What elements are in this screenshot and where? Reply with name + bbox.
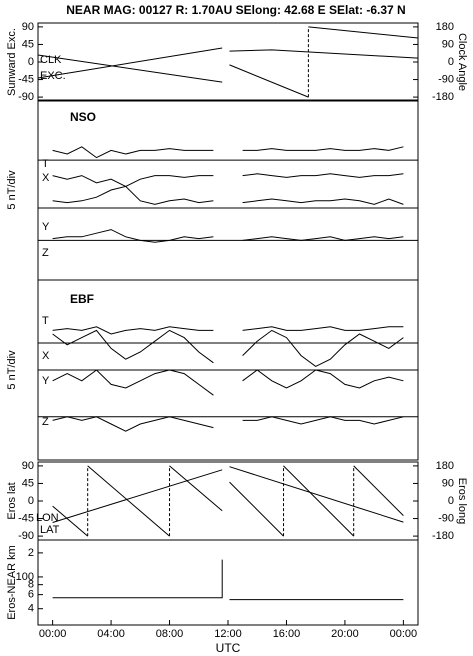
y-tick-label: -45 [18,512,34,524]
trace [169,465,223,512]
trace [52,559,223,599]
y2-tick-label: -180 [432,91,454,103]
trace [229,64,309,98]
trace [52,469,223,523]
trace [229,49,419,59]
x-tick-label: 12:00 [214,628,242,640]
trace [37,54,223,83]
trace [283,465,355,537]
series-label: Z [42,247,49,259]
trace [52,416,214,432]
y-tick-label: 2 [28,547,34,559]
y-axis-label: 5 nT/div [6,170,18,210]
y-tick-label: 0 [28,56,34,68]
trace [308,26,419,39]
trace [242,326,404,331]
trace [353,465,404,516]
y-tick-label: 45 [22,38,34,50]
trace [229,481,284,537]
trace [229,466,404,523]
panel-label: EBF [70,292,94,306]
panel-frame [37,99,419,281]
trace [52,229,214,243]
series-label: X [42,350,50,362]
series-label: Z [42,416,49,428]
trace [37,47,223,79]
y-axis-label: Sunward Exc. [6,28,18,96]
trace [242,236,404,241]
y-axis-label: Eros lat [6,482,18,519]
y2-tick-label: 180 [436,460,454,472]
x-tick-label: 04:00 [97,628,125,640]
y-tick-label: 90 [22,21,34,33]
trace [242,173,404,178]
series-label: LON [36,512,59,524]
y-tick-label: 8 [28,579,34,591]
y2-tick-label: 0 [448,56,454,68]
y-tick-label: 90 [22,460,34,472]
y2-axis-label: Clock Angle [456,33,468,91]
trace [52,185,214,205]
y2-tick-label: -90 [438,73,454,85]
series-label: LAT [40,524,60,536]
y-tick-label: 100 [16,571,34,583]
y2-tick-label: -90 [438,512,454,524]
y-tick-label: -45 [18,73,34,85]
chart-title: NEAR MAG: 00127 R: 1.70AU SElong: 42.68 … [66,3,405,17]
trace [52,175,214,187]
trace [242,416,404,425]
trace [52,505,89,537]
y-tick-label: -90 [18,530,34,542]
x-tick-label: 08:00 [156,628,184,640]
panel-frame [37,539,419,626]
trace [242,369,404,389]
y-tick-label: 4 [28,603,34,615]
y-axis-label: Eros-NEAR km [6,545,18,620]
panel-frame [37,22,419,102]
trace [52,369,214,396]
trace [242,329,404,367]
y2-tick-label: 180 [436,21,454,33]
y-tick-label: 0 [28,495,34,507]
trace [87,465,170,537]
y2-tick-label: 0 [448,495,454,507]
y-tick-label: -90 [18,91,34,103]
series-label: T [42,315,49,327]
trace [52,146,214,159]
series-label: T [42,158,49,170]
x-tick-label: 16:00 [273,628,301,640]
y2-tick-label: -180 [432,530,454,542]
x-axis-label: UTC [216,641,241,655]
y2-tick-label: 90 [442,477,454,489]
trace [52,326,214,335]
x-tick-label: 00:00 [390,628,418,640]
series-label: X [42,172,50,184]
trace [242,198,404,205]
trace [52,329,214,364]
series-label: CLK [40,54,62,66]
y-axis-label: 5 nT/div [6,350,18,390]
trace [242,146,404,151]
y2-tick-label: 90 [442,38,454,50]
panel-label: NSO [70,110,96,124]
series-label: Y [42,375,50,387]
y-tick-label: 45 [22,477,34,489]
y-tick-label: 6 [28,589,34,601]
x-tick-label: 20:00 [331,628,359,640]
x-tick-label: 00:00 [39,628,67,640]
y2-axis-label: Eros long [456,478,468,524]
series-label: Y [42,221,50,233]
